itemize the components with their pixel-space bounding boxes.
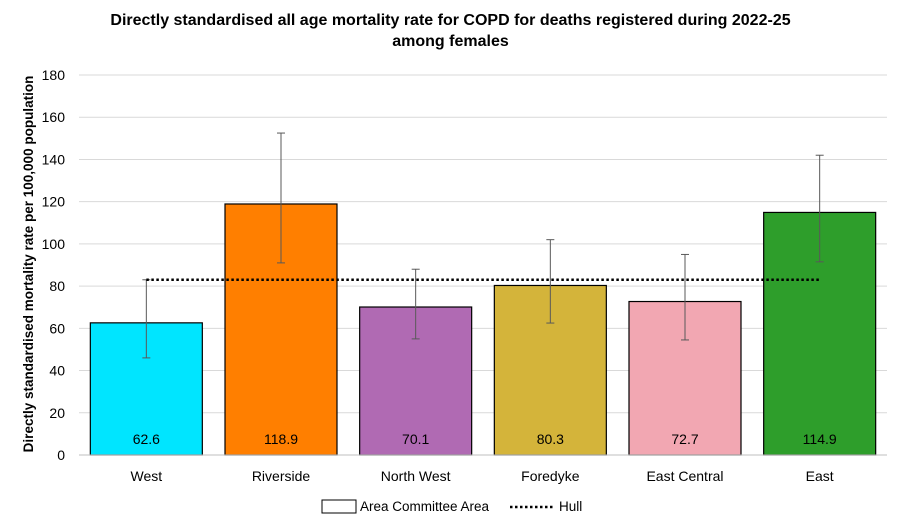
data-label: 80.3 — [537, 431, 564, 447]
chart-title: Directly standardised all age mortality … — [0, 10, 901, 52]
legend-swatch-area — [321, 499, 357, 514]
y-tick-label: 40 — [49, 363, 65, 379]
y-tick-label: 60 — [49, 320, 65, 336]
axes: 0 20 40 60 80 100 120 140 160 180 West Riverside Nor… — [42, 67, 887, 484]
y-tick-label: 140 — [42, 151, 66, 167]
legend: Area Committee Area Hull — [321, 499, 582, 514]
y-tick-label: 100 — [42, 236, 66, 252]
y-tick-label: 0 — [57, 447, 65, 463]
y-tick-label: 160 — [42, 109, 66, 125]
legend-label-area: Area Committee Area — [360, 499, 490, 514]
data-labels: 62.6 118.9 70.1 80.3 72.7 114.9 — [133, 431, 837, 447]
data-label: 114.9 — [803, 431, 837, 447]
x-tick-label: East — [806, 468, 834, 484]
data-label: 70.1 — [402, 431, 429, 447]
y-axis-label: Directly standardised mortality rate per… — [21, 76, 36, 453]
error-bars — [142, 132, 824, 359]
y-tick-label: 20 — [49, 405, 65, 421]
data-label: 72.7 — [671, 431, 698, 447]
y-tick-label: 120 — [42, 194, 66, 210]
data-label: 62.6 — [133, 431, 160, 447]
y-tick-label: 180 — [42, 67, 66, 83]
legend-label-hull: Hull — [559, 499, 582, 514]
x-tick-label: West — [131, 468, 163, 484]
chart-title-line-2: among females — [392, 33, 509, 50]
x-tick-label: North West — [381, 468, 451, 484]
data-label: 118.9 — [264, 431, 298, 447]
chart-title-line-1: Directly standardised all age mortality … — [110, 12, 791, 29]
x-tick-label: East Central — [646, 468, 723, 484]
x-tick-label: Foredyke — [521, 468, 580, 484]
bars — [89, 203, 877, 456]
x-tick-label: Riverside — [252, 468, 311, 484]
y-tick-label: 80 — [49, 278, 65, 294]
grid-lines — [79, 74, 887, 414]
bar-north-west — [359, 306, 473, 456]
